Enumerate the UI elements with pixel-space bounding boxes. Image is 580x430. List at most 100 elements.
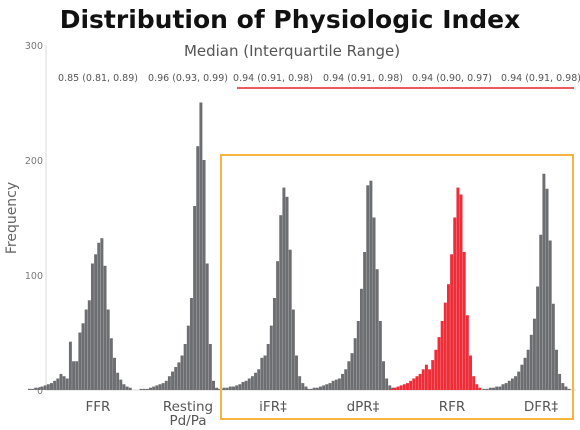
histogram-bar bbox=[363, 252, 367, 390]
histogram-bar bbox=[545, 188, 549, 390]
histogram-bar bbox=[369, 180, 373, 390]
histogram-bar bbox=[46, 384, 50, 390]
histogram-bar bbox=[532, 318, 536, 390]
histogram-bar bbox=[366, 185, 370, 390]
histogram-bar bbox=[561, 383, 565, 390]
histogram-bar bbox=[269, 325, 273, 390]
histogram-bar bbox=[309, 388, 313, 390]
histogram-bar bbox=[295, 355, 298, 390]
histogram-bar bbox=[328, 383, 332, 390]
y-tick-label: 300 bbox=[25, 41, 43, 52]
histogram-bar bbox=[378, 321, 382, 390]
histogram-bar bbox=[167, 376, 171, 390]
histogram-bar bbox=[353, 338, 357, 390]
histogram-resting-pd-pa bbox=[139, 102, 219, 390]
histogram-bar bbox=[443, 302, 447, 390]
histogram-bar bbox=[523, 357, 527, 390]
histogram-bar bbox=[488, 387, 492, 390]
histogram-bar bbox=[415, 376, 419, 390]
histogram-bar bbox=[428, 369, 432, 390]
histogram-bar bbox=[257, 369, 261, 390]
histogram-bar bbox=[424, 364, 428, 390]
histogram-bar bbox=[125, 386, 129, 390]
histogram-bar bbox=[372, 217, 376, 390]
histogram-bar bbox=[266, 344, 270, 390]
category-label-line: DFR‡ bbox=[524, 399, 559, 415]
histogram-bar bbox=[529, 334, 533, 390]
histogram-bar bbox=[222, 387, 226, 390]
histogram-bar bbox=[510, 378, 514, 390]
median-iqr-label: 0.94 (0.91, 0.98) bbox=[323, 73, 403, 84]
histogram-bar bbox=[40, 386, 44, 390]
category-label-line: Resting bbox=[163, 399, 213, 415]
histogram-bar bbox=[186, 325, 190, 390]
category-label: FFR bbox=[86, 399, 111, 415]
histogram-bar bbox=[119, 379, 123, 390]
histogram-bar bbox=[406, 383, 409, 390]
histogram-bar bbox=[412, 378, 416, 390]
histogram-bar bbox=[94, 254, 98, 390]
histogram-bar bbox=[177, 362, 181, 390]
histogram-bar bbox=[291, 309, 295, 390]
histogram-bar bbox=[56, 378, 60, 390]
histogram-bar bbox=[27, 388, 31, 390]
histogram-bar bbox=[542, 173, 546, 390]
histogram-bar bbox=[145, 388, 149, 390]
histogram-bar bbox=[431, 360, 435, 390]
histogram-bar bbox=[68, 341, 72, 390]
histogram-bar bbox=[276, 261, 280, 390]
histogram-bar bbox=[225, 387, 229, 390]
histogram-bar bbox=[388, 385, 392, 390]
category-label: iFR‡ bbox=[259, 399, 287, 415]
histogram-bar bbox=[356, 321, 360, 390]
histogram-bar bbox=[59, 373, 63, 390]
y-ticks: 0 100 200 300 bbox=[25, 41, 43, 397]
histogram-bar bbox=[272, 298, 276, 390]
histogram-bar bbox=[31, 388, 35, 390]
histogram-bar bbox=[205, 263, 209, 390]
histogram-bar bbox=[254, 372, 258, 390]
histogram-bar bbox=[90, 263, 94, 390]
histogram-bar bbox=[301, 383, 305, 390]
histogram-bar bbox=[142, 388, 146, 390]
histogram-dpr bbox=[306, 180, 395, 390]
histogram-bar bbox=[453, 217, 457, 390]
histogram-bar bbox=[78, 332, 82, 390]
histogram-bar bbox=[306, 388, 310, 390]
histogram-bar bbox=[315, 387, 319, 390]
histogram-bar bbox=[375, 269, 379, 390]
histogram-bar bbox=[279, 215, 283, 390]
histogram-bar bbox=[171, 371, 175, 390]
chart-title: Distribution of Physiologic Index bbox=[60, 5, 521, 34]
category-label: DFR‡ bbox=[524, 399, 559, 415]
histogram-bar bbox=[183, 344, 187, 390]
histogram-bar bbox=[199, 102, 203, 390]
histogram-bar bbox=[241, 381, 245, 390]
histogram-bar bbox=[437, 337, 441, 390]
histogram-bar bbox=[456, 187, 460, 390]
histogram-bar bbox=[402, 384, 406, 390]
histogram-dfr bbox=[482, 173, 571, 390]
histogram-bar bbox=[462, 252, 466, 390]
histogram-bar bbox=[50, 383, 53, 390]
histogram-bar bbox=[475, 384, 479, 390]
histogram-bar bbox=[334, 379, 338, 390]
histogram-bar bbox=[501, 384, 505, 390]
histogram-bar bbox=[260, 357, 264, 390]
histogram-bar bbox=[548, 240, 552, 390]
histogram-bar bbox=[113, 357, 116, 390]
histogram-bar bbox=[158, 384, 162, 390]
histogram-bar bbox=[288, 249, 292, 390]
histogram-bar bbox=[555, 349, 558, 390]
highlight-box bbox=[220, 154, 574, 420]
histogram-bar bbox=[539, 234, 543, 390]
histogram-bar bbox=[558, 373, 562, 390]
histogram-bar bbox=[139, 388, 143, 390]
histogram-bar bbox=[196, 146, 200, 390]
histogram-bar bbox=[485, 388, 489, 390]
histogram-bar bbox=[472, 376, 476, 390]
histogram-bar bbox=[551, 303, 555, 390]
histogram-bar bbox=[128, 387, 132, 390]
histogram-bar bbox=[298, 376, 302, 390]
